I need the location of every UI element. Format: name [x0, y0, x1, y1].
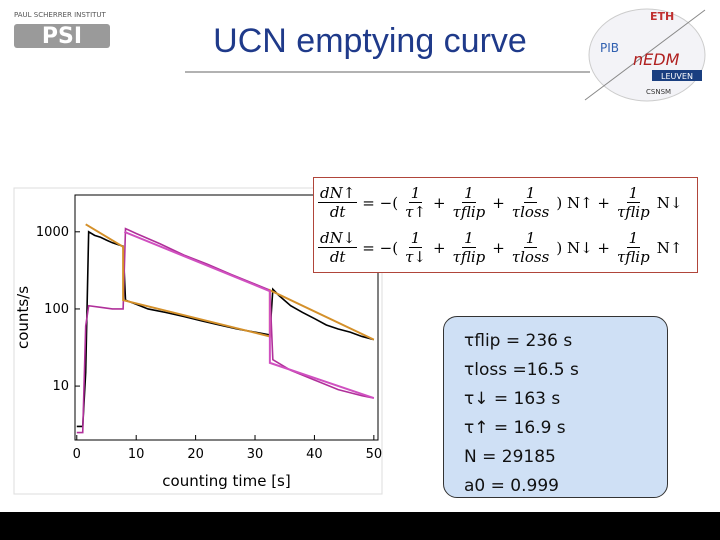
denominator: τ↑	[405, 203, 426, 221]
data-line	[76, 230, 375, 428]
data-line	[123, 230, 375, 399]
logos-arrow	[584, 9, 706, 101]
y-tick-label: 100	[44, 302, 69, 317]
fraction: 1 τloss	[510, 184, 552, 221]
numerator: 1	[523, 229, 538, 248]
parameter: a0 = 0.999	[464, 476, 559, 496]
denominator: dt	[329, 248, 346, 266]
logo-line1: PAUL SCHERRER INSTITUT	[14, 11, 107, 19]
equation: dN↑ dt = −(1 τ↑ +1 τflip +1 τloss) N↑ +1 τflip N↓	[318, 180, 693, 225]
parameter: τloss =16.5 s	[464, 360, 579, 380]
denominator: τloss	[511, 248, 550, 266]
bottom-bar	[0, 512, 720, 540]
equation-text: +	[432, 238, 446, 257]
x-tick-label: 40	[306, 447, 323, 462]
logo-bg	[652, 70, 702, 81]
logo-bg	[14, 24, 110, 48]
parameter: τflip = 236 s	[464, 331, 573, 351]
x-tick-label: 30	[247, 447, 264, 462]
numerator: 1	[626, 184, 641, 203]
equation: dN↓ dt = −(1 τ↓ +1 τflip +1 τloss) N↓ +1 τflip N↑	[318, 225, 693, 270]
data-line	[85, 223, 375, 341]
logo-text: LEUVEN	[661, 72, 693, 81]
numerator: 1	[462, 184, 476, 203]
fraction: 1 τflip	[615, 229, 652, 266]
equation-text: +	[492, 238, 505, 257]
equation-text: ) N↑ +	[556, 193, 610, 212]
parameter: τ↑ = 16.9 s	[464, 418, 566, 438]
denominator: τflip	[616, 248, 650, 266]
equation-text: N↑	[656, 238, 683, 257]
equation-text: ) N↓ +	[556, 238, 610, 257]
fraction: 1 τ↓	[403, 229, 428, 266]
y-tick-label: 10	[52, 379, 69, 394]
slide-title: UCN emptying curve	[213, 22, 527, 60]
fraction: 1 τloss	[510, 229, 552, 266]
equation-box: dN↑ dt = −(1 τ↑ +1 τflip +1 τloss) N↑ +1 τflip N↓…	[313, 177, 698, 273]
parameter-box: τflip = 236 s τloss =16.5 s τ↓ = 163 s τ↑ =…	[443, 316, 668, 498]
x-tick-label: 20	[187, 447, 204, 462]
x-tick-label: 50	[366, 447, 383, 462]
fraction: dN↓ dt	[318, 229, 358, 266]
equation-text: +	[432, 193, 446, 212]
x-axis-label: counting time [s]	[162, 472, 290, 490]
x-tick-label: 0	[73, 447, 81, 462]
x-tick-label: 10	[128, 447, 145, 462]
fraction: 1 τ↑	[403, 184, 428, 221]
equation-text: = −(	[362, 193, 399, 212]
logo-text: ETH	[650, 10, 674, 23]
y-tick-label: 1000	[36, 225, 69, 240]
numerator: dN↓	[318, 229, 358, 248]
numerator: 1	[626, 229, 641, 248]
y-axis-label: counts/s	[14, 286, 32, 349]
numerator: 1	[462, 229, 476, 248]
denominator: τflip	[452, 203, 486, 221]
denominator: τ↓	[405, 248, 426, 266]
fraction: 1 τflip	[451, 184, 488, 221]
plot: 0 10 20 30 40 50 10 100 1000 counting time [s] cou…	[14, 194, 383, 490]
fraction: dN↑ dt	[318, 184, 358, 221]
logo-text: nEDM	[633, 50, 680, 69]
logo-psi: PSI	[42, 24, 82, 49]
denominator: τflip	[452, 248, 486, 266]
equation-text: N↓	[656, 193, 683, 212]
logo-text: CSNSM	[646, 88, 671, 96]
parameter: N = 29185	[464, 447, 556, 467]
denominator: τloss	[511, 203, 550, 221]
parameter: τ↓ = 163 s	[464, 389, 561, 409]
equation-text: +	[492, 193, 505, 212]
numerator: dN↑	[318, 184, 358, 203]
denominator: τflip	[616, 203, 650, 221]
fraction: 1 τflip	[451, 229, 488, 266]
denominator: dt	[329, 203, 346, 221]
plot-frame	[74, 194, 379, 441]
numerator: 1	[408, 229, 423, 248]
fraction: 1 τflip	[615, 184, 652, 221]
logo-text: PIB	[600, 41, 619, 55]
numerator: 1	[523, 184, 538, 203]
numerator: 1	[408, 184, 423, 203]
equation-text: = −(	[362, 238, 399, 257]
